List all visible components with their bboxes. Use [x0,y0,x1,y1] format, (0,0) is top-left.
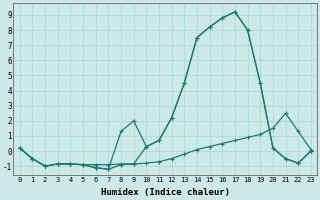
X-axis label: Humidex (Indice chaleur): Humidex (Indice chaleur) [101,188,230,197]
